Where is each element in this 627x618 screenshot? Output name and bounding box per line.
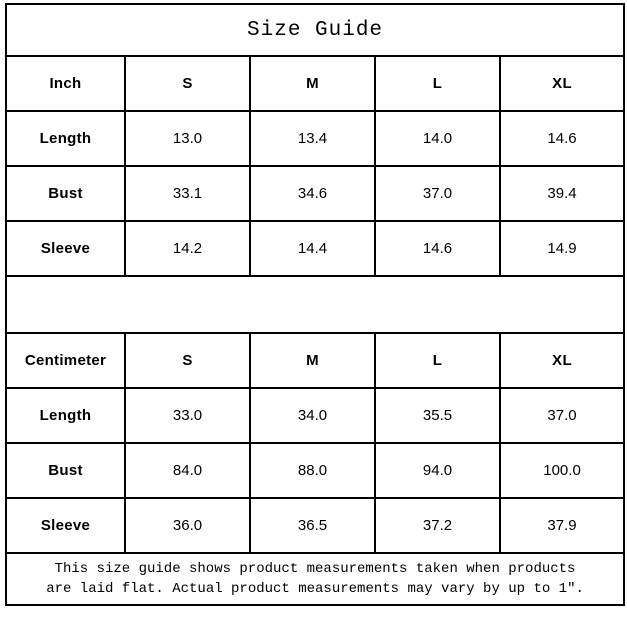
value-cell: 14.4 [249,220,376,277]
value-cell: 84.0 [124,442,251,499]
value-cell: 14.6 [498,110,626,167]
value-cell: 34.0 [249,387,376,444]
size-header-xl: XL [498,332,626,389]
size-guide-table: Size Guide Inch S M L XL Length 13.0 13.… [4,3,626,606]
value-cell: 13.4 [249,110,376,167]
value-cell: 34.6 [249,165,376,222]
value-cell: 94.0 [374,442,501,499]
value-cell: 13.0 [124,110,251,167]
inch-bust-row: Bust 33.1 34.6 37.0 39.4 [5,165,626,222]
value-cell: 37.2 [374,497,501,554]
row-label-length: Length [5,387,126,444]
measurement-note-line1: This size guide shows product measuremen… [54,560,576,577]
size-header-s: S [124,332,251,389]
row-label-bust: Bust [5,442,126,499]
value-cell: 36.0 [124,497,251,554]
title-row: Size Guide [4,3,626,57]
measurement-note-line2: are laid flat. Actual product measuremen… [46,581,584,597]
value-cell: 35.5 [374,387,501,444]
cm-length-row: Length 33.0 34.0 35.5 37.0 [5,387,626,444]
cm-bust-row: Bust 84.0 88.0 94.0 100.0 [5,442,626,499]
inch-length-row: Length 13.0 13.4 14.0 14.6 [5,110,626,167]
value-cell: 36.5 [249,497,376,554]
row-label-sleeve: Sleeve [5,497,126,554]
value-cell: 14.0 [374,110,501,167]
size-header-l: L [374,55,501,112]
value-cell: 33.1 [124,165,251,222]
value-cell: 33.0 [124,387,251,444]
note-row: This size guide shows product measuremen… [4,552,626,606]
value-cell: 14.6 [374,220,501,277]
value-cell: 100.0 [498,442,626,499]
value-cell: 37.9 [498,497,626,554]
size-header-s: S [124,55,251,112]
size-header-l: L [374,332,501,389]
spacer-cell [4,275,626,334]
cm-sleeve-row: Sleeve 36.0 36.5 37.2 37.9 [5,497,626,554]
unit-header-centimeter: Centimeter [5,332,126,389]
size-header-m: M [249,332,376,389]
row-label-length: Length [5,110,126,167]
size-header-m: M [249,55,376,112]
inch-header-row: Inch S M L XL [5,55,626,112]
unit-header-inch: Inch [5,55,126,112]
page-title: Size Guide [4,3,626,57]
value-cell: 14.9 [498,220,626,277]
spacer-row [4,275,626,334]
value-cell: 37.0 [498,387,626,444]
row-label-sleeve: Sleeve [5,220,126,277]
measurement-note: This size guide shows product measuremen… [4,552,626,606]
value-cell: 39.4 [498,165,626,222]
centimeter-header-row: Centimeter S M L XL [5,332,626,389]
inch-sleeve-row: Sleeve 14.2 14.4 14.6 14.9 [5,220,626,277]
value-cell: 88.0 [249,442,376,499]
value-cell: 14.2 [124,220,251,277]
value-cell: 37.0 [374,165,501,222]
row-label-bust: Bust [5,165,126,222]
size-header-xl: XL [498,55,626,112]
